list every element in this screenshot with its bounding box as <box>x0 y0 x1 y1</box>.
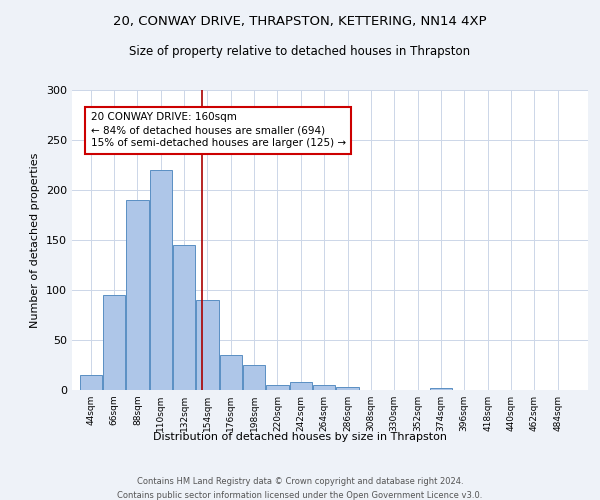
Bar <box>149 170 172 390</box>
Bar <box>266 385 289 390</box>
Text: Contains public sector information licensed under the Open Government Licence v3: Contains public sector information licen… <box>118 491 482 500</box>
Bar <box>126 200 149 390</box>
Bar <box>103 295 125 390</box>
Text: 20 CONWAY DRIVE: 160sqm
← 84% of detached houses are smaller (694)
15% of semi-d: 20 CONWAY DRIVE: 160sqm ← 84% of detache… <box>91 112 346 148</box>
Bar <box>313 385 335 390</box>
Bar <box>430 388 452 390</box>
Bar <box>220 355 242 390</box>
Text: Contains HM Land Registry data © Crown copyright and database right 2024.: Contains HM Land Registry data © Crown c… <box>137 478 463 486</box>
Text: Distribution of detached houses by size in Thrapston: Distribution of detached houses by size … <box>153 432 447 442</box>
Text: Size of property relative to detached houses in Thrapston: Size of property relative to detached ho… <box>130 45 470 58</box>
Bar <box>173 245 195 390</box>
Text: 20, CONWAY DRIVE, THRAPSTON, KETTERING, NN14 4XP: 20, CONWAY DRIVE, THRAPSTON, KETTERING, … <box>113 15 487 28</box>
Bar <box>80 375 102 390</box>
Bar <box>243 365 265 390</box>
Bar <box>196 300 218 390</box>
Bar <box>290 382 312 390</box>
Bar <box>337 387 359 390</box>
Y-axis label: Number of detached properties: Number of detached properties <box>31 152 40 328</box>
